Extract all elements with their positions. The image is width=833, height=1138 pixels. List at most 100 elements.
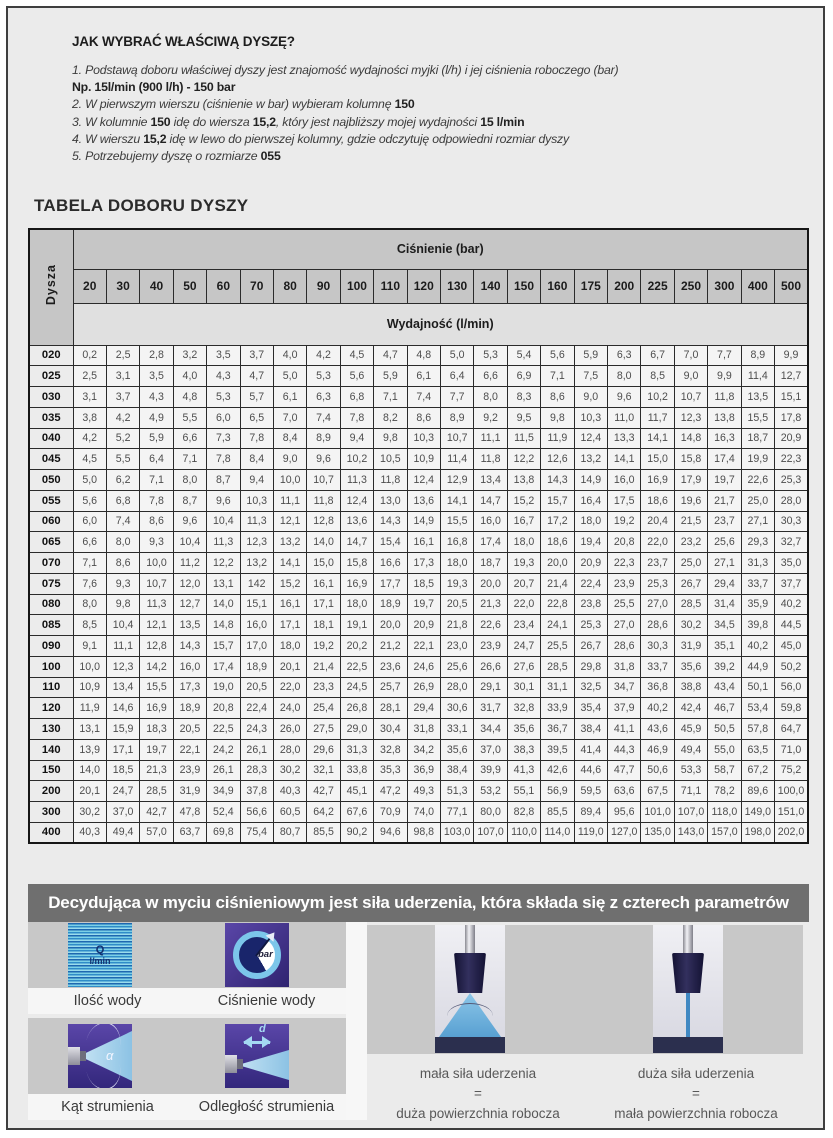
- flow-value-cell: 4,2: [306, 344, 341, 367]
- flow-value-cell: 6,8: [339, 386, 375, 408]
- flow-value-cell: 21,3: [139, 759, 174, 782]
- flow-value-cell: 14,1: [606, 448, 642, 470]
- flow-value-cell: 135,0: [640, 821, 675, 844]
- flow-value-cell: 14,3: [373, 510, 408, 533]
- flow-value-cell: 4,7: [239, 365, 274, 387]
- flow-value-cell: 30,2: [72, 801, 107, 823]
- flow-value-cell: 90,2: [339, 821, 375, 844]
- flow-value-cell: 12,4: [339, 489, 375, 512]
- flow-value-cell: 7,0: [673, 344, 709, 367]
- flow-value-cell: 18,0: [573, 510, 609, 533]
- flow-value-cell: 53,3: [673, 759, 709, 782]
- table-row: 120 11,9 14,6 16,9 18,9 20,8 22,4 24,0 25,4 26,8 2…: [28, 697, 809, 719]
- flow-value-cell: 149,0: [740, 801, 776, 823]
- flow-value-cell: 24,5: [339, 676, 375, 699]
- flow-value-cell: 20,2: [339, 635, 375, 657]
- nozzle-cap-shape: [454, 953, 486, 993]
- flow-value-cell: 35,6: [439, 738, 475, 761]
- flow-value-cell: 34,5: [707, 614, 742, 636]
- flow-value-cell: 15,0: [640, 448, 675, 470]
- flow-value-cell: 22,0: [506, 593, 542, 616]
- flow-value-cell: 39,5: [540, 738, 575, 761]
- nozzle-size-cell: 085: [28, 614, 74, 636]
- param-caption-water-quantity: Ilość wody: [73, 993, 142, 1009]
- angle-label: α: [106, 1048, 114, 1063]
- flow-value-cell: 20,1: [272, 655, 308, 678]
- flow-value-cell: 101,0: [640, 801, 675, 823]
- flow-value-cell: 9,0: [272, 448, 308, 470]
- flow-value-cell: 11,1: [272, 489, 308, 512]
- lance-shape: [683, 925, 693, 955]
- flow-value-cell: 15,0: [306, 552, 341, 574]
- flow-value-cell: 16,9: [139, 697, 174, 719]
- flow-value-cell: 8,5: [640, 365, 675, 387]
- flow-value-cell: 9,8: [540, 406, 575, 429]
- flow-value-cell: 44,6: [573, 759, 609, 782]
- flow-value-cell: 14,7: [473, 489, 508, 512]
- flow-value-cell: 8,7: [172, 489, 208, 512]
- flow-value-cell: 21,4: [306, 655, 341, 678]
- flow-value-cell: 49,3: [406, 780, 441, 802]
- flow-value-cell: 13,4: [473, 469, 508, 491]
- flow-value-cell: 16,0: [172, 655, 208, 678]
- flow-value-cell: 28,5: [540, 655, 575, 678]
- flow-value-cell: 12,7: [172, 593, 208, 616]
- flow-value-cell: 5,4: [506, 344, 542, 367]
- flow-value-cell: 23,9: [172, 759, 208, 782]
- flow-value-cell: 52,4: [206, 801, 241, 823]
- flow-value-cell: 28,6: [640, 614, 675, 636]
- table-row: 085 8,5 10,4 12,1 13,5 14,8 16,0 17,1 18,1 19,1 20…: [28, 614, 809, 636]
- flow-value-cell: 16,3: [707, 427, 742, 450]
- flow-value-cell: 17,3: [172, 676, 208, 699]
- flow-value-cell: 30,4: [373, 718, 408, 740]
- nozzle-size-cell: 055: [28, 489, 74, 512]
- flow-value-cell: 16,6: [373, 552, 408, 574]
- flow-value-cell: 12,0: [172, 572, 208, 595]
- nozzle-shape: [225, 1055, 237, 1073]
- flow-value-cell: 55,0: [707, 738, 742, 761]
- flow-value-cell: 28,5: [139, 780, 174, 802]
- flow-value-cell: 74,0: [406, 801, 441, 823]
- flow-value-cell: 11,2: [172, 552, 208, 574]
- flow-value-cell: 51,3: [439, 780, 475, 802]
- flow-value-cell: 75,2: [774, 759, 809, 782]
- flow-value-cell: 78,2: [707, 780, 742, 802]
- flow-value-cell: 100,0: [774, 780, 809, 802]
- flow-value-cell: 42,7: [139, 801, 174, 823]
- flow-value-cell: 22,0: [640, 531, 675, 553]
- nozzle-size-cell: 100: [28, 655, 74, 678]
- flow-value-cell: 31,4: [707, 593, 742, 616]
- flow-value-cell: 21,5: [673, 510, 709, 533]
- flow-value-cell: 142: [239, 572, 274, 595]
- flow-value-cell: 6,9: [506, 365, 542, 387]
- flow-value-cell: 17,3: [406, 552, 441, 574]
- param-caption-spray-distance: Odległość strumienia: [198, 1099, 335, 1115]
- flow-value-cell: 25,5: [606, 593, 642, 616]
- flow-value-cell: 5,3: [306, 365, 341, 387]
- flow-value-cell: 19,7: [139, 738, 174, 761]
- flow-value-cell: 29,8: [573, 655, 609, 678]
- flow-value-cell: 107,0: [673, 801, 709, 823]
- flow-value-cell: 14,9: [573, 469, 609, 491]
- table-row: 020 0,2 2,5 2,8 3,2 3,5 3,7 4,0 4,2 4,5 4,7 4,8 5,0 5…: [28, 344, 809, 367]
- flow-value-cell: 7,7: [439, 386, 475, 408]
- flow-value-cell: 7,1: [373, 386, 408, 408]
- flow-value-cell: 7,4: [406, 386, 441, 408]
- flow-value-cell: 10,7: [139, 572, 174, 595]
- flow-value-cell: 16,1: [306, 572, 341, 595]
- flow-value-cell: 6,4: [139, 448, 174, 470]
- flow-value-cell: 15,8: [673, 448, 709, 470]
- flow-value-cell: 15,4: [373, 531, 408, 553]
- table-row: 400 40,3 49,4 57,0 63,7 69,8 75,4 80,7 85,5 90,2 9…: [28, 821, 809, 844]
- flow-value-cell: 11,3: [339, 469, 375, 491]
- flow-value-cell: 47,8: [172, 801, 208, 823]
- flow-value-cell: 30,2: [272, 759, 308, 782]
- flow-value-cell: 5,9: [139, 427, 174, 450]
- flow-value-cell: 6,6: [473, 365, 508, 387]
- flow-value-cell: 31,7: [473, 697, 508, 719]
- flow-value-cell: 19,2: [306, 635, 341, 657]
- flow-value-cell: 44,9: [740, 655, 776, 678]
- flow-value-cell: 11,9: [72, 697, 107, 719]
- flow-value-cell: 11,0: [606, 406, 642, 429]
- nozzle-cap-shape: [672, 953, 704, 993]
